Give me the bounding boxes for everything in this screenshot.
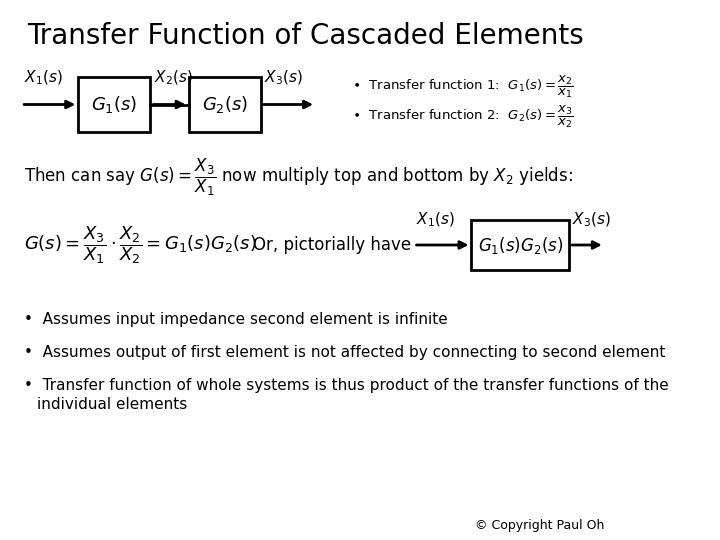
Text: $G_1(s)$: $G_1(s)$ [91, 94, 138, 115]
Text: Or, pictorially have: Or, pictorially have [253, 236, 411, 254]
Text: individual elements: individual elements [37, 397, 186, 412]
Text: Transfer Function of Cascaded Elements: Transfer Function of Cascaded Elements [27, 22, 584, 50]
Text: •  Transfer function of whole systems is thus product of the transfer functions : • Transfer function of whole systems is … [24, 378, 669, 393]
Text: Then can say $G(s) = \dfrac{X_3}{X_1}$ now multiply top and bottom by $X_2$ yiel: Then can say $G(s) = \dfrac{X_3}{X_1}$ n… [24, 157, 572, 198]
Text: $X_3(s)$: $X_3(s)$ [264, 68, 303, 86]
Text: $X_2(s)$: $X_2(s)$ [154, 68, 192, 86]
Text: $X_1(s)$: $X_1(s)$ [24, 68, 63, 86]
Text: •  Assumes output of first element is not affected by connecting to second eleme: • Assumes output of first element is not… [24, 345, 665, 360]
Text: $\bullet$  Transfer function 2:  $G_2(s) = \dfrac{x_3}{x_2}$: $\bullet$ Transfer function 2: $G_2(s) =… [353, 103, 575, 130]
FancyBboxPatch shape [78, 77, 150, 132]
Text: $X_1(s)$: $X_1(s)$ [416, 211, 455, 229]
Text: $G(s) = \dfrac{X_3}{X_1} \cdot \dfrac{X_2}{X_2} = G_1(s)G_2(s)$: $G(s) = \dfrac{X_3}{X_1} \cdot \dfrac{X_… [24, 224, 256, 266]
Text: $\bullet$  Transfer function 1:  $G_1(s) = \dfrac{x_2}{x_1}$: $\bullet$ Transfer function 1: $G_1(s) =… [353, 73, 575, 100]
Text: $G_1(s)G_2(s)$: $G_1(s)G_2(s)$ [477, 234, 563, 255]
FancyBboxPatch shape [472, 220, 569, 270]
FancyBboxPatch shape [189, 77, 261, 132]
Text: •  Assumes input impedance second element is infinite: • Assumes input impedance second element… [24, 312, 448, 327]
Text: $X_3(s)$: $X_3(s)$ [572, 211, 611, 229]
Text: $G_2(s)$: $G_2(s)$ [202, 94, 248, 115]
Text: © Copyright Paul Oh: © Copyright Paul Oh [475, 519, 605, 532]
